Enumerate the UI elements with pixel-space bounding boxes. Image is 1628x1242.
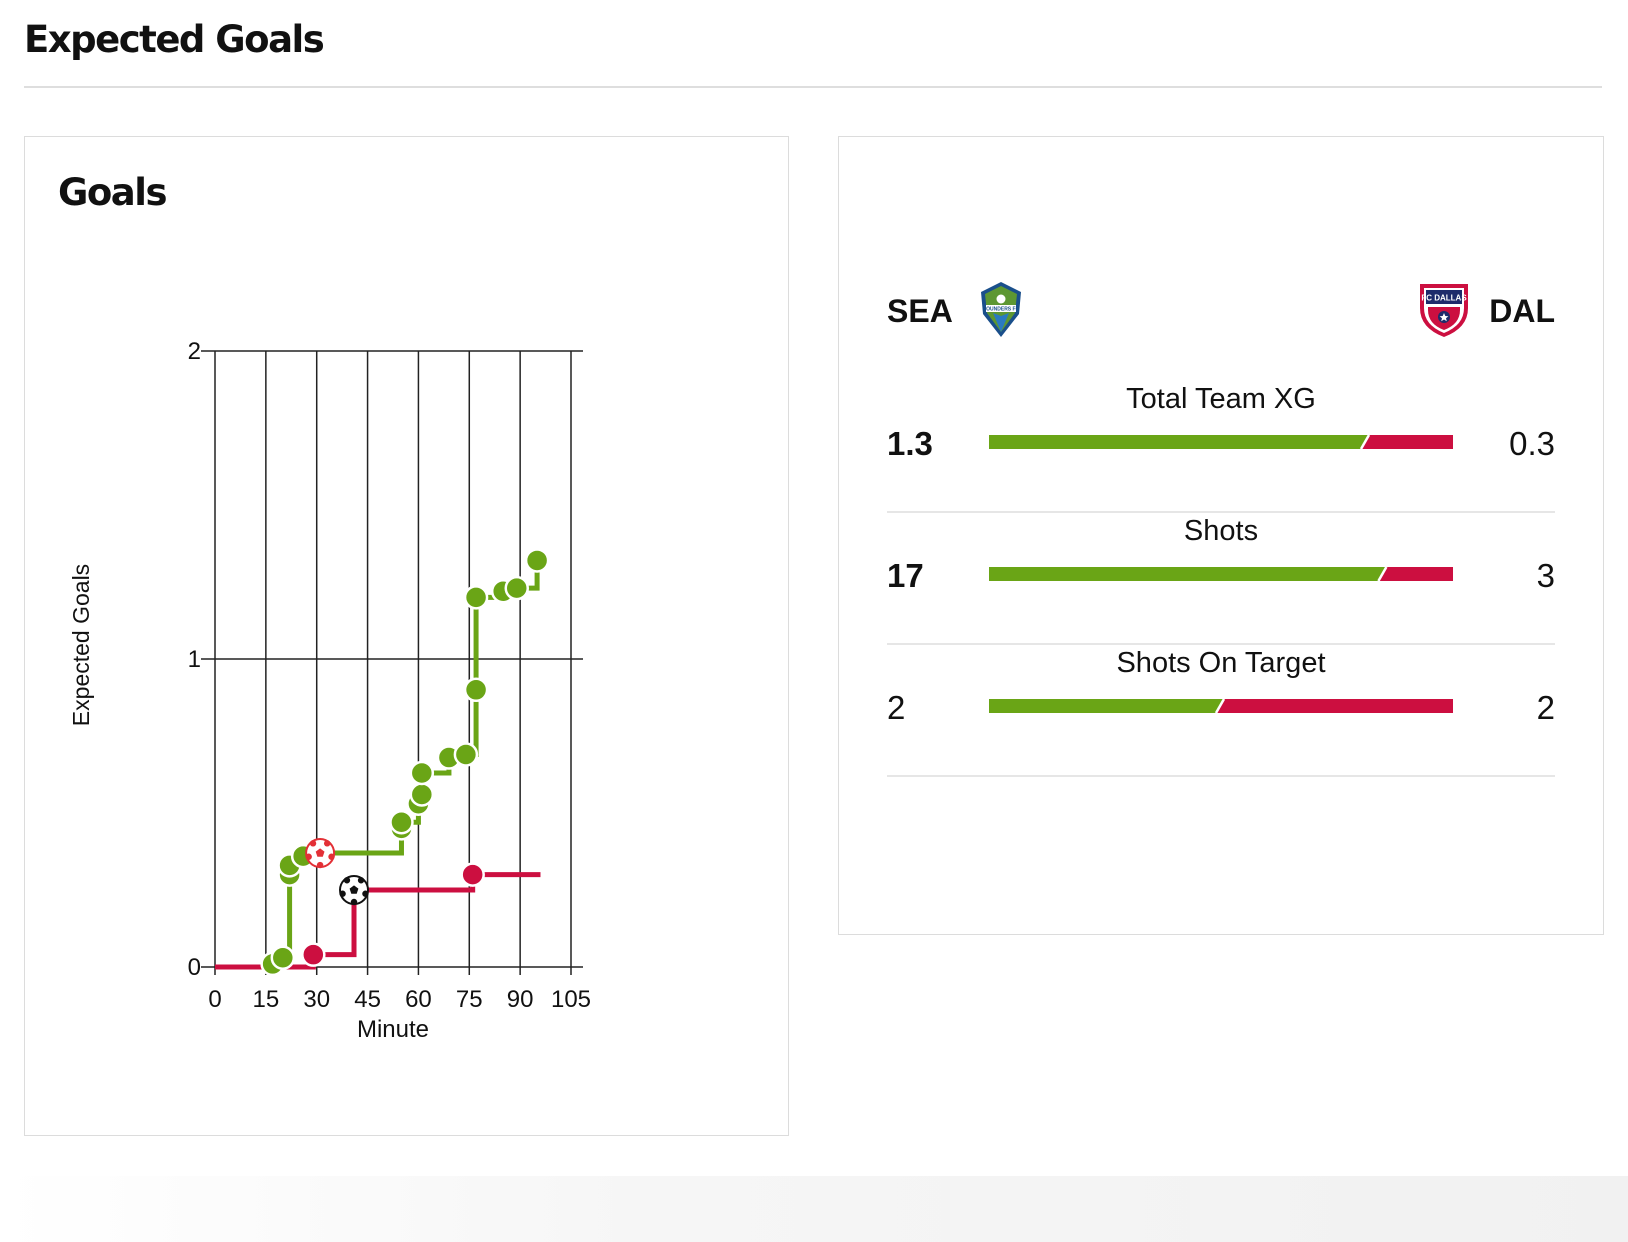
stat-away-value: 2: [1536, 689, 1555, 726]
title-divider: [24, 86, 1602, 88]
home-crest-lettering: SOUNDERS FC: [983, 307, 1020, 313]
goal-ball-icon: [305, 838, 336, 869]
x-tick-label: 105: [551, 986, 591, 1013]
page-bottom-shadow: [0, 1176, 1628, 1242]
bar-split-divider: [1214, 699, 1226, 713]
y-tick-label: 2: [188, 338, 201, 365]
shot-marker: [463, 677, 489, 703]
shot-marker: [301, 942, 326, 967]
x-axis-label: Minute: [357, 1016, 429, 1043]
away-crest-lettering: FC DALLAS: [1421, 294, 1467, 303]
x-tick-label: 15: [253, 986, 280, 1013]
x-tick-label: 0: [208, 986, 221, 1013]
shot-marker: [524, 548, 550, 573]
x-tick-label: 30: [303, 986, 330, 1013]
bar-split-divider: [1377, 567, 1388, 581]
shot-marker: [409, 760, 435, 786]
shot-marker: [270, 945, 296, 971]
y-tick-label: 0: [188, 954, 201, 981]
home-team-abbr: SEA: [887, 293, 953, 329]
shot-marker: [463, 585, 489, 610]
shot-marker: [409, 782, 435, 807]
stat-label: Shots On Target: [1116, 647, 1326, 679]
stat-home-value: 1.3: [887, 425, 933, 462]
shot-marker: [504, 575, 530, 601]
seattle-sounders-crest-icon: SOUNDERS FC: [981, 282, 1021, 337]
home-share-bar: [989, 567, 1387, 581]
stat-label: Total Team XG: [1126, 383, 1316, 415]
home-share-bar: [989, 435, 1369, 449]
fc-dallas-crest-icon: FC DALLAS: [1420, 284, 1468, 337]
stat-comparison-bar: [989, 567, 1453, 581]
home-share-bar: [989, 699, 1224, 713]
shot-marker: [389, 809, 414, 835]
goals-card: Goals 0 15 30 45 60 75 90 105 0 1 2 Minute Expected …: [24, 136, 789, 1136]
team-stats-card: SEA SOUNDERS FC FC DALLAS DAL Total Team…: [838, 136, 1604, 935]
page-title: Expected Goals: [24, 18, 325, 61]
shot-marker: [460, 862, 485, 887]
stat-home-value: 17: [887, 557, 924, 594]
xg-timeline-chart: 0 15 30 45 60 75 90 105 0 1 2 Minute Expected Goals: [68, 338, 591, 1043]
x-tick-label: 75: [456, 986, 483, 1013]
away-team-abbr: DAL: [1489, 293, 1555, 329]
stat-row: Shots 17 3: [887, 511, 1555, 645]
x-tick-label: 60: [405, 986, 432, 1013]
shot-marker: [453, 742, 479, 767]
away-xg-line: [215, 872, 541, 970]
y-axis-label: Expected Goals: [68, 564, 94, 726]
stat-comparison-bar: [989, 699, 1453, 713]
goals-card-title: Goals: [58, 171, 167, 214]
stat-label: Shots: [1183, 515, 1259, 547]
stat-away-value: 0.3: [1509, 425, 1555, 462]
y-tick-label: 1: [188, 646, 201, 673]
home-xg-line: [215, 560, 540, 970]
x-tick-label: 90: [507, 986, 534, 1013]
stat-row: Total Team XG 1.3 0.3: [887, 379, 1555, 513]
x-tick-label: 45: [354, 986, 381, 1013]
stat-away-value: 3: [1536, 557, 1555, 594]
stat-comparison-bar: [989, 435, 1453, 449]
stat-row: Shots On Target 2 2: [887, 643, 1555, 777]
goal-ball-icon: [339, 875, 370, 906]
bar-split-divider: [1359, 435, 1371, 449]
stat-home-value: 2: [887, 689, 906, 726]
